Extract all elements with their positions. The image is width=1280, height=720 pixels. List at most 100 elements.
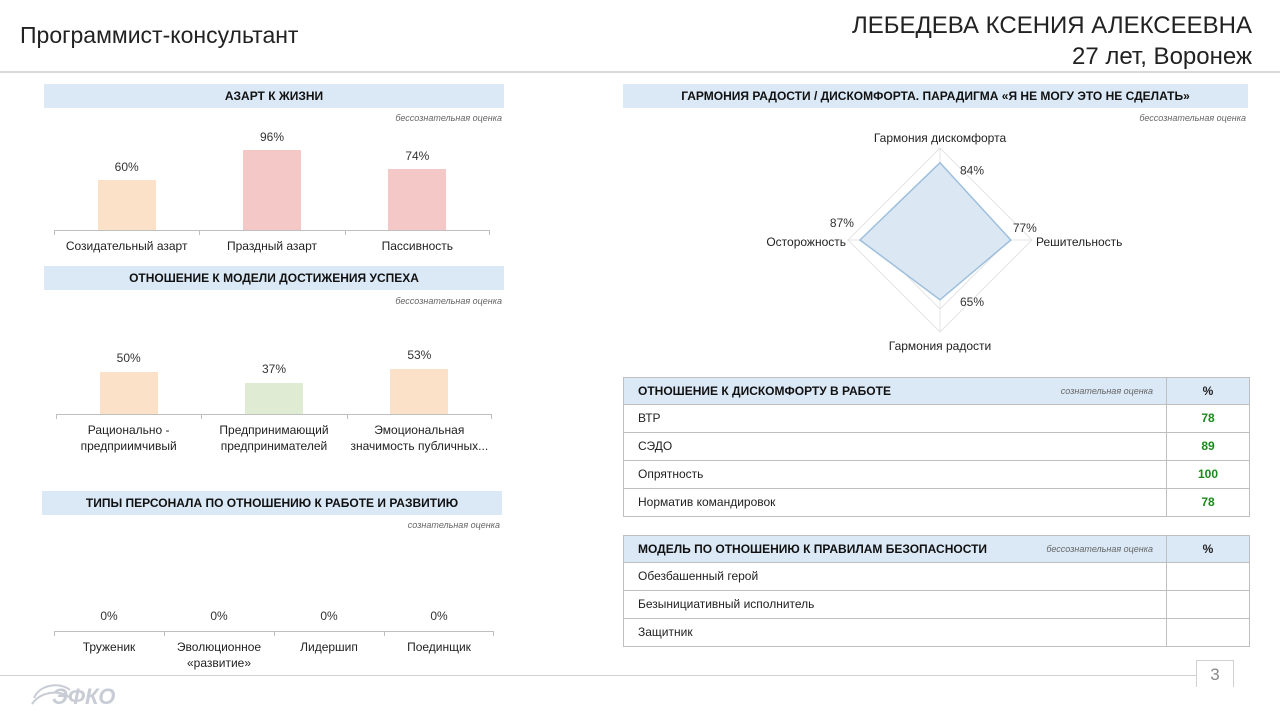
- table-row: ВТР 78: [624, 405, 1249, 433]
- chart-tick: [201, 414, 203, 419]
- efko-logo-text: ЭФКО: [52, 684, 115, 709]
- category-label: Рационально - предприимчивый: [56, 422, 201, 454]
- person-info: 27 лет, Воронеж: [1071, 43, 1252, 70]
- safety-title: МОДЕЛЬ ПО ОТНОШЕНИЮ К ПРАВИЛАМ БЕЗОПАСНО…: [638, 542, 988, 556]
- harmony-note: бессознательная оценка: [1139, 113, 1246, 123]
- table-row: Норматив командировок 78: [624, 489, 1249, 516]
- category-label-line: Труженик: [82, 640, 136, 654]
- chart-bar: [245, 382, 303, 414]
- header-divider: [0, 71, 1280, 73]
- bar-value-label: 50%: [116, 351, 141, 365]
- category-label-line: предприимчивый: [80, 439, 177, 453]
- row-label: Безынициативный исполнитель: [638, 597, 815, 611]
- row-label: ВТР: [638, 411, 661, 425]
- job-title: Программист-консультант: [20, 22, 299, 48]
- chart-axis: [54, 230, 490, 231]
- bar-value-label: 60%: [114, 160, 139, 175]
- bar-value-label: 74%: [405, 148, 430, 163]
- personnel-chart: 0% Труженик 0% Эволюционное «развитие» 0% Лиде…: [54, 540, 494, 674]
- bar-value-label: 53%: [407, 348, 432, 363]
- safety-pct-header: %: [1166, 536, 1249, 562]
- chart-bar: [388, 168, 447, 230]
- category-label: Эволюционное «развитие»: [164, 639, 274, 671]
- personnel-title: ТИПЫ ПЕРСОНАЛА ПО ОТНОШЕНИЮ К РАБОТЕ И Р…: [42, 491, 502, 515]
- harmony-title: ГАРМОНИЯ РАДОСТИ / ДИСКОМФОРТА. ПАРАДИГМ…: [623, 84, 1248, 108]
- footer-divider: [0, 675, 1200, 676]
- discomfort-pct-header: %: [1166, 378, 1249, 404]
- table-row: СЭДО 89: [624, 433, 1249, 461]
- category-label-line: предпринимателей: [220, 439, 328, 453]
- category-label-line: Праздный азарт: [226, 239, 317, 253]
- bar-value-label: 0%: [430, 609, 448, 623]
- success-note: бессознательная оценка: [395, 296, 502, 306]
- category-label: Предпринимающий предпринимателей: [201, 422, 346, 454]
- discomfort-table: ОТНОШЕНИЕ К ДИСКОМФОРТУ В РАБОТЕ сознате…: [623, 377, 1250, 517]
- radar-value-label: 84%: [960, 164, 984, 178]
- radar-axis-label: Осторожность: [766, 235, 846, 249]
- efko-logo: ЭФКО: [31, 684, 115, 709]
- chart-tick: [56, 414, 57, 419]
- success-chart: 50% Рационально - предприимчивый 37% Предпри…: [56, 312, 492, 460]
- row-value: 100: [1166, 461, 1249, 488]
- category-label-line: Лидершип: [300, 640, 358, 654]
- chart-tick: [346, 414, 348, 419]
- category-label: Труженик: [54, 639, 164, 655]
- chart-tick: [493, 631, 494, 636]
- chart-bar: [243, 150, 301, 230]
- bar-value-label: 0%: [210, 609, 228, 623]
- category-label-line: Созидательный азарт: [65, 239, 188, 253]
- page-number: 3: [1196, 660, 1234, 687]
- category-label-line: «развитие»: [186, 656, 251, 670]
- success-title: ОТНОШЕНИЕ К МОДЕЛИ ДОСТИЖЕНИЯ УСПЕХА: [44, 266, 504, 290]
- bar-value-label: 0%: [320, 609, 338, 623]
- chart-tick: [384, 631, 385, 636]
- safety-table: МОДЕЛЬ ПО ОТНОШЕНИЮ К ПРАВИЛАМ БЕЗОПАСНО…: [623, 535, 1250, 647]
- category-label: Поединщик: [384, 639, 494, 655]
- discomfort-table-header: ОТНОШЕНИЕ К ДИСКОМФОРТУ В РАБОТЕ сознате…: [624, 378, 1249, 405]
- chart-bar: [390, 369, 449, 414]
- row-label: Опрятность: [638, 467, 704, 481]
- radar-value-label: 65%: [960, 295, 984, 309]
- category-label-line: Рационально -: [87, 423, 170, 437]
- category-label-line: значимость публичных...: [350, 439, 489, 453]
- chart-tick: [274, 631, 275, 636]
- chart-tick: [164, 631, 165, 636]
- person-block: ЛЕБЕДЕВА КСЕНИЯ АЛЕКСЕЕВНА 27 лет, Ворон…: [852, 10, 1252, 72]
- chart-tick: [54, 230, 55, 235]
- row-value: [1166, 619, 1249, 646]
- chart-axis: [56, 414, 492, 415]
- chart-tick: [489, 230, 490, 235]
- category-label: Эмоциональная значимость публичных...: [347, 422, 492, 454]
- radar-axis-label: Гармония радости: [889, 339, 991, 353]
- bar-value-label: 96%: [259, 130, 285, 145]
- table-row: Защитник: [624, 619, 1249, 646]
- bar-value-label: 0%: [100, 609, 118, 623]
- chart-tick: [344, 230, 346, 235]
- chart-bar: [97, 180, 156, 230]
- row-value: [1166, 563, 1249, 590]
- discomfort-rows: ВТР 78 СЭДО 89 Опрятность 100 Норматив команди…: [624, 405, 1249, 516]
- table-row: Обезбашенный герой: [624, 563, 1249, 591]
- category-label: Созидательный азарт: [54, 238, 199, 254]
- row-label: Защитник: [638, 625, 693, 639]
- row-value: 89: [1166, 433, 1249, 460]
- radar-value-label: 77%: [1013, 221, 1037, 235]
- radar-axis-label: Гармония дискомфорта: [874, 131, 1007, 145]
- radar-svg: Гармония дискомфорта Решительность Гармони…: [766, 131, 1122, 353]
- chart-tick: [54, 631, 55, 636]
- radar-axis-label: Решительность: [1036, 235, 1122, 249]
- category-label: Пассивность: [345, 238, 490, 254]
- person-name: ЛЕБЕДЕВА КСЕНИЯ АЛЕКСЕЕВНА: [852, 12, 1252, 39]
- radar-value-label: 87%: [830, 216, 854, 230]
- table-row: Опрятность 100: [624, 461, 1249, 489]
- azart-note: бессознательная оценка: [395, 113, 502, 123]
- category-label-line: Предпринимающий: [219, 423, 329, 437]
- category-label-line: Пассивность: [381, 239, 454, 253]
- personnel-note: сознательная оценка: [407, 520, 500, 530]
- harmony-radar: Гармония дискомфорта Решительность Гармони…: [740, 126, 1140, 358]
- category-label-line: Эволюционное: [176, 640, 262, 654]
- discomfort-note: сознательная оценка: [1060, 386, 1153, 396]
- row-label: СЭДО: [638, 439, 673, 453]
- category-label: Праздный азарт: [199, 238, 344, 254]
- chart-tick: [199, 230, 201, 235]
